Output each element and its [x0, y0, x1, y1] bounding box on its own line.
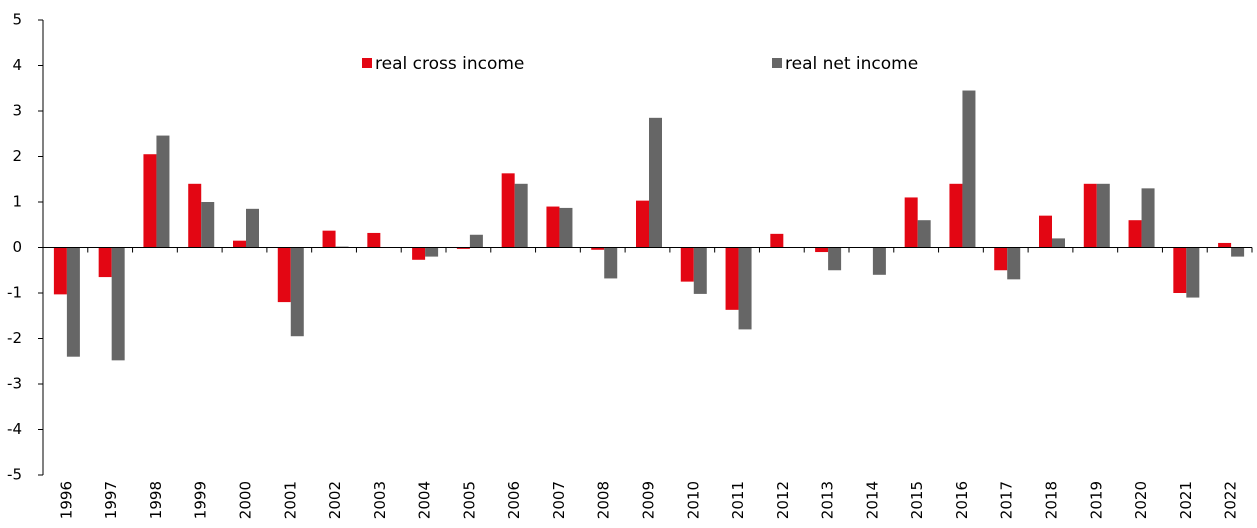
bar — [514, 183, 528, 248]
y-tick-label: -4 — [7, 420, 22, 438]
bar — [738, 247, 752, 330]
x-tick-label: 2011 — [729, 481, 747, 519]
x-tick-label: 1998 — [147, 481, 165, 519]
x-tick-label: 2013 — [819, 481, 837, 519]
legend-swatch — [772, 58, 782, 68]
bar — [456, 247, 470, 249]
x-tick-label: 2019 — [1087, 481, 1105, 519]
legend-label: real net income — [785, 54, 918, 74]
y-tick-label: -2 — [7, 329, 22, 347]
bar — [367, 232, 381, 248]
bar — [815, 247, 829, 253]
bar — [693, 247, 707, 294]
bar — [828, 247, 842, 271]
y-tick-label: 4 — [12, 56, 22, 74]
x-tick-label: 2007 — [550, 481, 568, 519]
y-tick-label: 3 — [12, 102, 22, 120]
x-tick-label: 2018 — [1043, 481, 1061, 519]
x-tick-label: 1999 — [192, 481, 210, 519]
bar — [233, 240, 246, 248]
bar — [412, 247, 426, 260]
bar — [1141, 188, 1155, 248]
x-tick-label: 2002 — [326, 481, 344, 519]
bar — [201, 202, 215, 248]
bar — [66, 247, 80, 357]
bar — [604, 247, 618, 279]
x-tick-label: 2021 — [1177, 481, 1195, 519]
bar — [111, 247, 125, 361]
x-tick-label: 2001 — [281, 481, 299, 519]
x-tick-label: 2022 — [1222, 481, 1240, 519]
x-tick-label: 2003 — [371, 481, 389, 519]
bar — [188, 183, 202, 248]
bar — [904, 197, 918, 248]
bar — [1218, 242, 1232, 248]
x-tick-label: 2016 — [953, 481, 971, 519]
bar — [98, 247, 112, 278]
bar — [591, 247, 605, 250]
x-tick-label: 2012 — [774, 481, 792, 519]
bar — [277, 247, 291, 303]
bar — [290, 247, 304, 337]
x-tick-label: 2004 — [416, 481, 434, 519]
bar — [770, 233, 784, 248]
bar — [143, 154, 157, 248]
bar — [949, 183, 963, 248]
bar — [1096, 183, 1110, 248]
legend-label: real cross income — [375, 54, 524, 74]
bar — [246, 208, 259, 248]
bar — [156, 135, 170, 248]
y-tick-label: 0 — [12, 238, 22, 256]
x-tick-label: 1997 — [102, 481, 120, 519]
bar — [725, 247, 739, 310]
bar — [53, 247, 67, 295]
y-tick-label: 1 — [12, 193, 22, 211]
bar — [1128, 220, 1142, 248]
bar — [469, 234, 483, 248]
y-tick-label: -5 — [7, 466, 22, 484]
bar — [1186, 247, 1200, 298]
x-tick-label: 2009 — [640, 481, 658, 519]
bar — [917, 220, 931, 248]
bar — [546, 206, 560, 248]
bar — [649, 117, 662, 248]
x-tick-label: 2017 — [998, 481, 1016, 519]
x-tick-label: 2005 — [460, 481, 478, 519]
bar — [962, 90, 976, 248]
y-tick-label: -3 — [7, 375, 22, 393]
x-tick-label: 1996 — [57, 481, 75, 519]
bar — [1083, 183, 1097, 248]
y-tick-label: 2 — [12, 147, 22, 165]
legend-swatch — [362, 58, 372, 68]
bar — [994, 247, 1008, 271]
bar — [636, 200, 649, 248]
y-tick-label: -1 — [7, 284, 22, 302]
x-tick-label: 2015 — [908, 481, 926, 519]
x-tick-label: 2020 — [1132, 481, 1150, 519]
bar — [1231, 247, 1245, 257]
bar — [872, 247, 886, 275]
x-tick-label: 2014 — [863, 481, 881, 519]
bar — [1173, 247, 1187, 293]
x-tick-label: 2000 — [237, 481, 255, 519]
x-tick-label: 2006 — [505, 481, 523, 519]
x-tick-label: 2008 — [595, 481, 613, 519]
x-tick-label: 2010 — [684, 481, 702, 519]
bar — [1007, 247, 1021, 280]
bar — [1039, 215, 1052, 248]
bar — [501, 173, 515, 248]
bar — [322, 230, 336, 248]
bar — [1052, 238, 1065, 248]
bar — [425, 247, 439, 257]
bar — [559, 207, 573, 248]
bar — [680, 247, 694, 282]
y-tick-label: 5 — [12, 11, 22, 29]
